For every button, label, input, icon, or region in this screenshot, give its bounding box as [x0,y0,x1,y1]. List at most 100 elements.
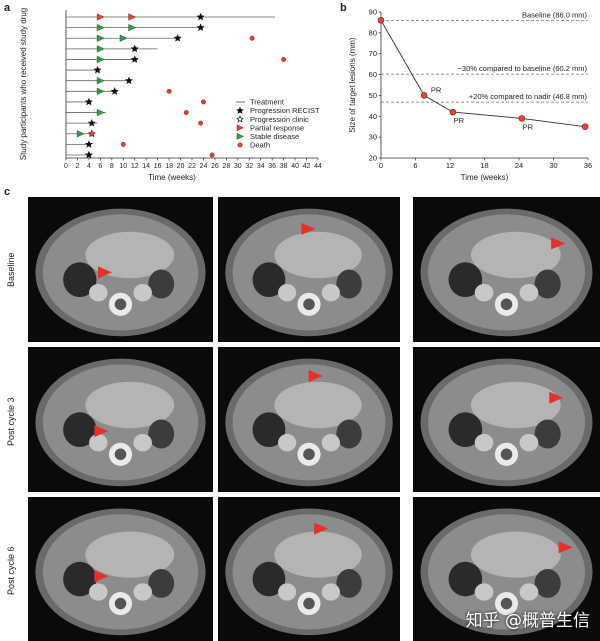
stable-disease-marker [96,34,105,42]
ct-bowel-gas [534,269,561,299]
ct-kidney [519,583,539,601]
lesion-size-point [449,108,457,116]
ct-scan-grid: Baseline Post cycle 3 Post cycle 6 [6,197,600,641]
ct-scan-drawing [420,508,593,636]
x-tick-label: 14 [142,163,150,170]
lesion-arrow [549,391,564,404]
progression-recist-marker [130,55,139,63]
progression-recist-marker [84,97,93,106]
x-tick-label: 42 [303,163,311,170]
x-axis-label: Time (weeks) [148,173,196,182]
ct-liver-region [470,531,561,578]
x-tick-label: 24 [200,163,208,170]
ct-scan-drawing [35,208,206,337]
ct-kidney [321,583,340,601]
x-tick-label: 26 [211,163,219,170]
x-axis-label: Time (weeks) [461,173,509,182]
x-tick-label: 36 [268,163,276,170]
stable-disease-marker [128,24,137,32]
ct-row-label: Post cycle 3 [6,397,16,446]
panel-label-a: a [4,2,11,14]
ct-scan-image [28,347,213,492]
ct-bowel-gas [534,569,561,598]
stable-disease-marker [96,24,105,32]
ct-bowel-gas [148,419,175,449]
x-tick-label: 36 [584,161,592,170]
ct-row-label: Baseline [6,252,16,288]
ct-kidney [474,583,494,601]
ct-liver-region [85,531,175,578]
ct-scan-image [413,197,600,342]
y-axis-label: Size of target lesions (mm) [348,37,357,132]
legend-death-symbol [237,142,243,148]
ct-scan-drawing [225,358,393,487]
ct-kidney [89,583,108,601]
lesion-arrow [94,570,109,583]
stable-disease-marker [96,108,105,117]
ct-kidney [89,434,108,452]
x-tick-label: 8 [110,163,114,170]
ct-bowel-gas [336,569,362,598]
ct-spinal-canal [500,597,513,610]
death-marker [166,88,172,94]
y-tick-label: 70 [369,49,377,58]
ct-liver-region [85,231,175,279]
progression-recist-marker [196,23,205,32]
x-tick-label: 4 [87,163,91,170]
stable-disease-marker [96,77,105,85]
x-tick-label: 22 [188,163,196,170]
x-tick-label: 0 [64,163,68,170]
x-tick-label: 32 [245,163,253,170]
reference-line-label: −30% compared to baseline (60.2 mm) [458,64,588,73]
ct-scan-drawing [420,358,593,487]
ct-bowel-gas [448,262,483,298]
ct-scan-image [218,497,400,641]
ct-kidney [474,284,494,302]
ct-scan-image [413,497,600,641]
stable-disease-marker [96,87,105,95]
x-tick-label: 12 [446,161,454,170]
progression-recist-marker [84,150,93,159]
panel-label-c: c [4,186,11,198]
panel-label-b: b [340,2,347,14]
stable-disease-marker [119,34,128,42]
death-marker [281,57,287,62]
pr-point-label: PR [431,85,442,94]
x-tick-label: 38 [280,163,288,170]
lesion-size-point [581,123,589,131]
x-tick-label: 6 [98,163,102,170]
lesion-arrow [558,541,573,554]
ct-scan-drawing [35,508,206,636]
ct-kidney [133,284,152,302]
x-tick-label: 28 [222,163,230,170]
ct-spinal-canal [303,597,315,610]
y-tick-label: 30 [369,133,377,142]
partial-response-marker [128,13,137,21]
partial-response-marker [96,13,105,21]
x-tick-label: 24 [515,161,523,170]
pr-point-label: PR [523,122,534,131]
ct-liver-region [470,381,561,429]
ct-liver-region [274,381,362,429]
ct-bowel-gas [336,419,362,449]
progression-recist-marker [110,87,119,95]
death-marker [201,99,206,105]
death-marker [249,35,255,41]
ct-scan-image [413,347,600,492]
legend-label-treatment: Treatment [250,98,285,107]
ct-kidney [321,284,340,302]
lesion-arrow [94,425,109,438]
ct-liver-region [274,231,362,279]
stable-disease-marker [96,45,105,53]
progression-recist-marker [130,44,139,53]
ct-kidney [474,434,494,452]
legend-recist-symbol [236,106,244,114]
progression-recist-marker [124,76,134,85]
ct-bowel-gas [448,412,483,448]
reference-line-label: Baseline (86.0 mm) [522,10,588,19]
lesion-arrow [314,522,329,535]
ct-kidney [133,434,152,452]
ct-kidney [133,583,152,601]
progression-recist-marker [196,12,205,21]
legend-label-clinic: Progression clinic [250,115,309,124]
